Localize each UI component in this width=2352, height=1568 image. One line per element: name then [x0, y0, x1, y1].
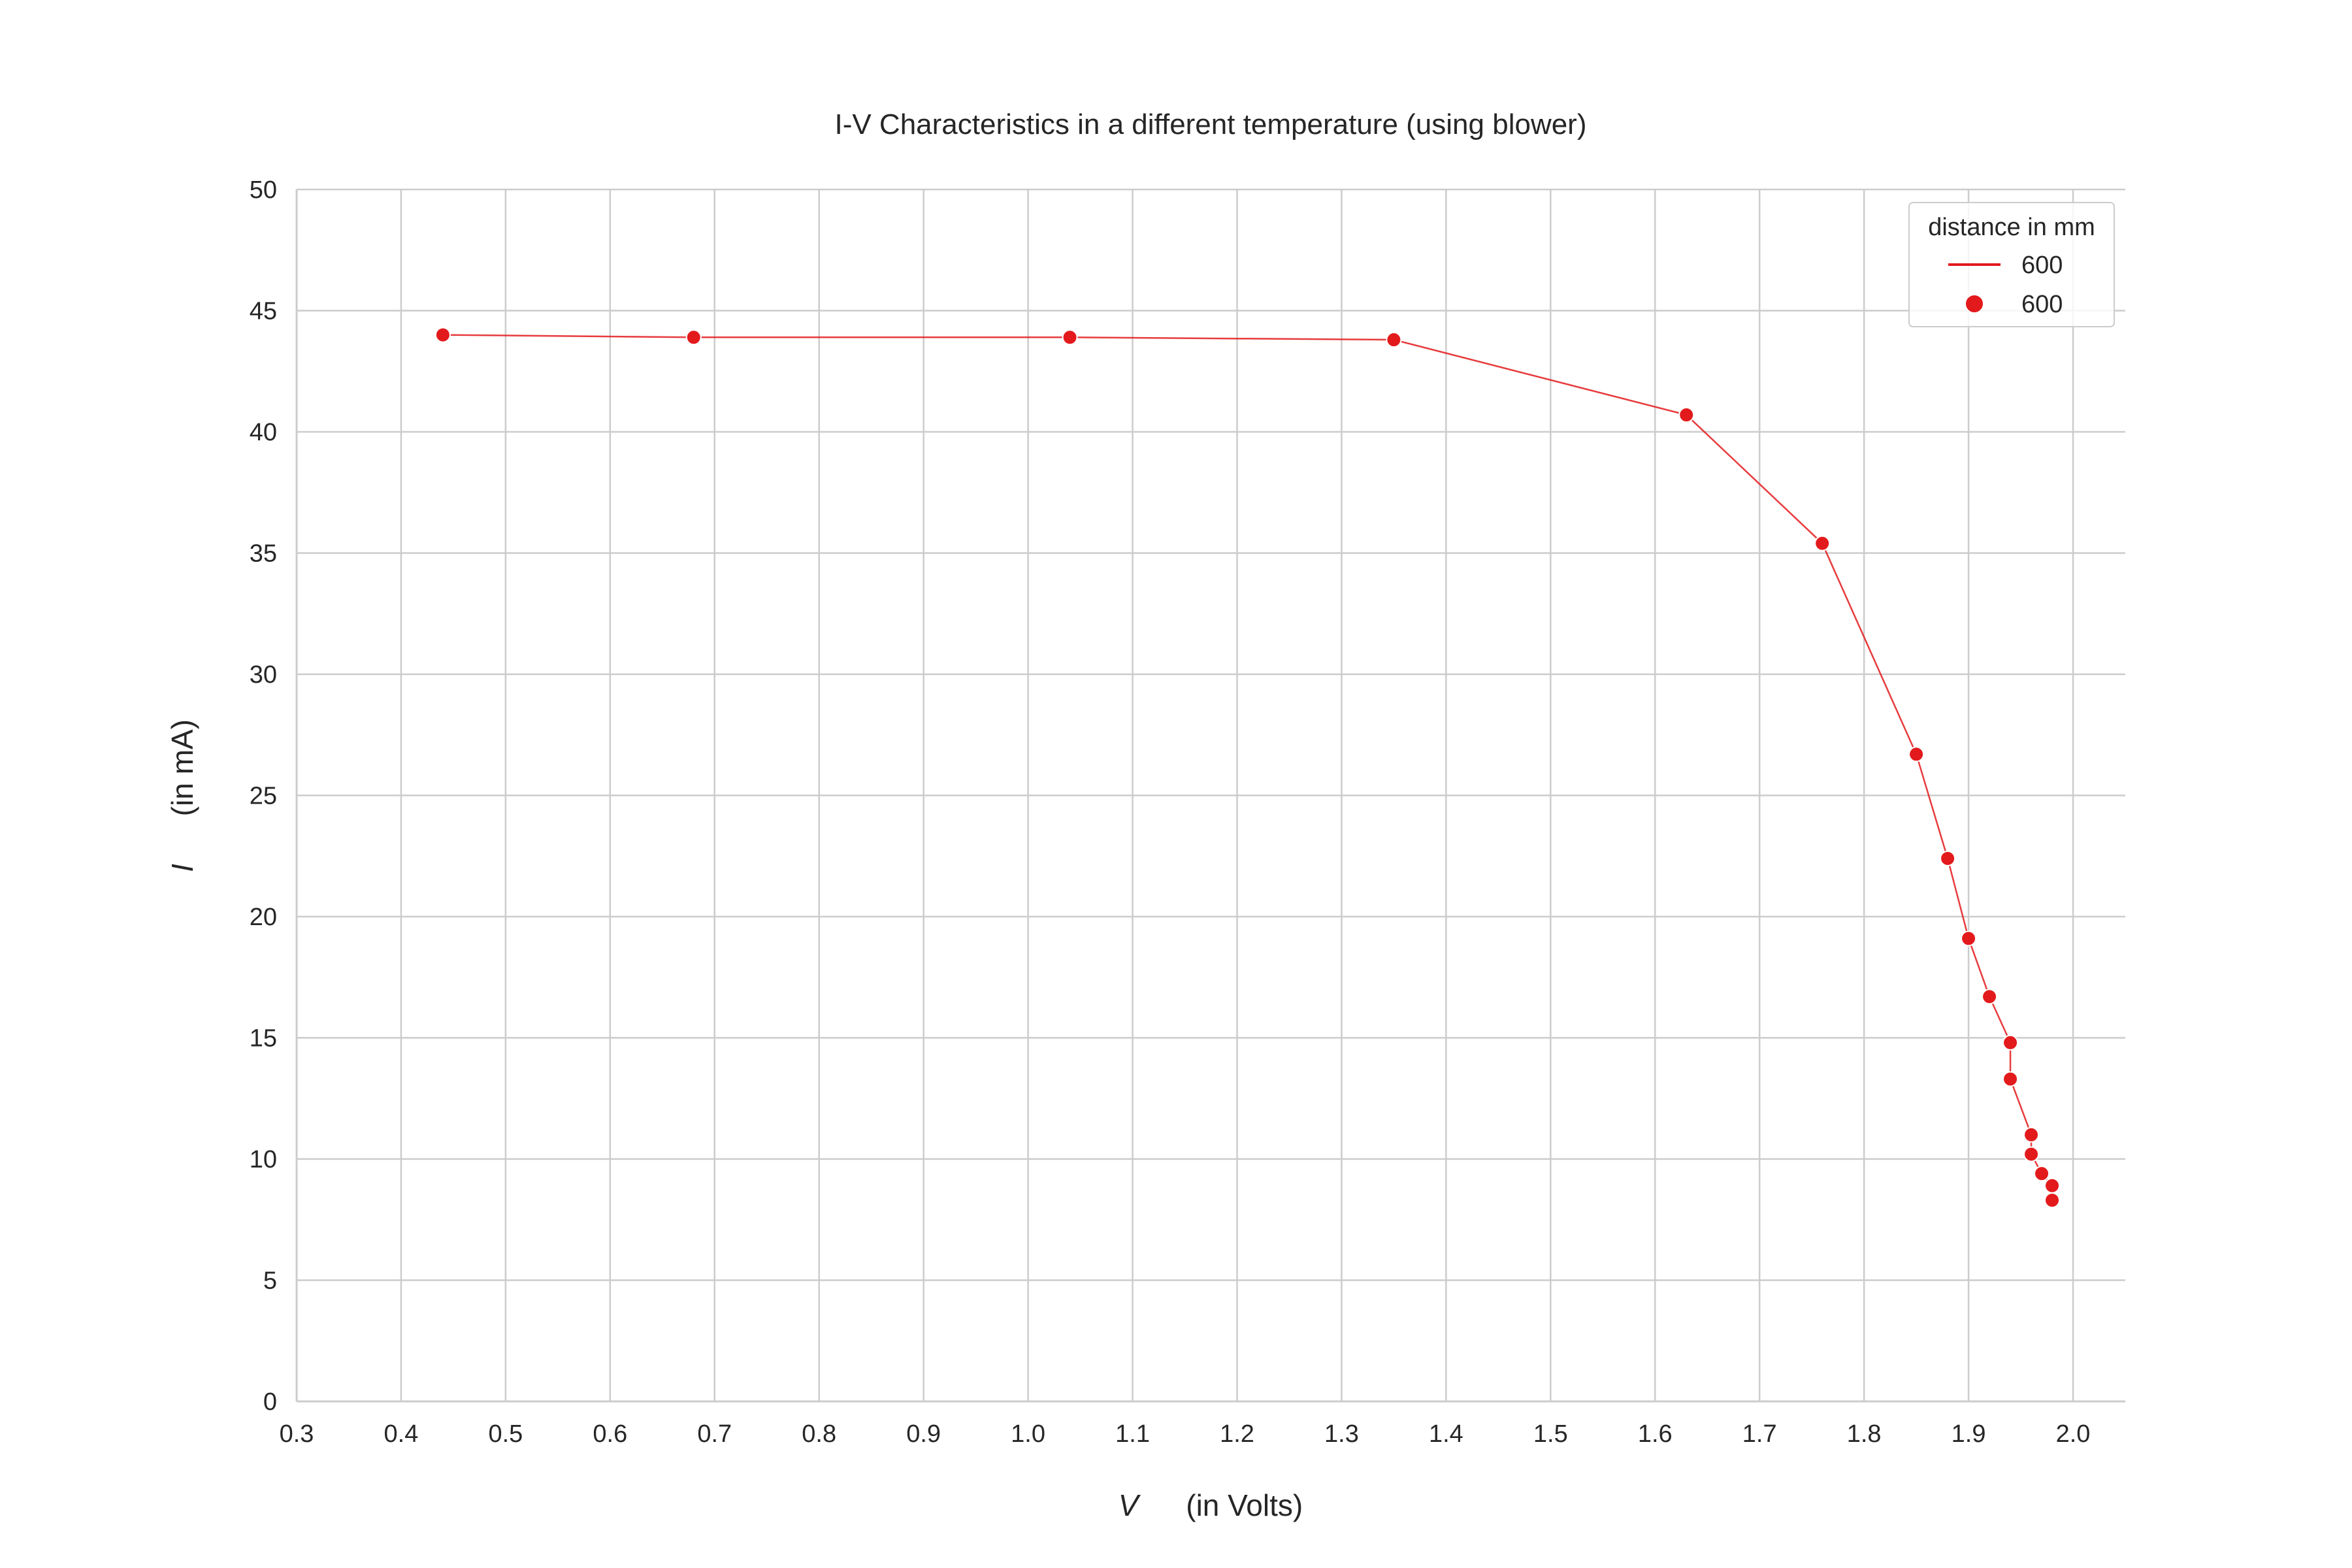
data-point	[1908, 746, 1925, 762]
data-point	[2002, 1034, 2019, 1051]
x-tick-label: 0.5	[488, 1420, 523, 1448]
legend-label: 600	[2021, 291, 2063, 318]
y-tick-label: 30	[250, 661, 277, 689]
y-tick-label: 50	[250, 176, 277, 204]
x-axis-label: V (in Volts)	[1119, 1488, 1303, 1522]
data-point	[1940, 850, 1956, 866]
chart-title: I-V Characteristics in a different tempe…	[834, 108, 1586, 140]
x-tick-label: 1.7	[1742, 1420, 1777, 1448]
y-tick-label: 20	[250, 904, 277, 931]
data-point	[1961, 930, 1977, 947]
y-tick-label: 0	[263, 1388, 277, 1416]
y-tick-label: 5	[263, 1267, 277, 1295]
x-tick-label: 1.4	[1429, 1420, 1463, 1448]
y-tick-label: 25	[250, 783, 277, 810]
x-tick-label: 0.4	[384, 1420, 419, 1448]
y-tick-label: 15	[250, 1025, 277, 1053]
data-point	[2023, 1126, 2040, 1143]
x-tick-label: 2.0	[2056, 1420, 2091, 1448]
y-axis-label: I (in mA)	[165, 719, 199, 872]
x-tick-labels: 0.3 0.4 0.5 0.6 0.7 0.8 0.9 1.0 1.1 1.2 1.3 1.4 1.5 1…	[280, 1420, 2091, 1448]
grid-lines	[295, 188, 2125, 1403]
data-point	[1386, 332, 1402, 348]
data-point	[2044, 1192, 2061, 1209]
x-tick-label: 1.9	[1952, 1420, 1986, 1448]
series-600	[434, 327, 2061, 1209]
x-tick-label: 1.8	[1847, 1420, 1882, 1448]
x-axis-unit: (in Volts)	[1186, 1488, 1303, 1522]
x-tick-label: 0.3	[280, 1420, 314, 1448]
data-point	[2044, 1177, 2061, 1194]
plot-frame	[295, 189, 2125, 1403]
x-tick-label: 0.7	[697, 1420, 732, 1448]
x-tick-label: 1.0	[1011, 1420, 1045, 1448]
y-tick-label: 45	[250, 298, 277, 325]
legend-title: distance in mm	[1928, 214, 2095, 241]
data-point	[434, 327, 451, 343]
y-tick-label: 40	[250, 419, 277, 446]
x-tick-label: 1.6	[1638, 1420, 1673, 1448]
x-tick-label: 0.6	[593, 1420, 627, 1448]
legend-marker-swatch	[1965, 294, 1984, 314]
legend-label: 600	[2021, 252, 2063, 279]
data-point	[2002, 1071, 2019, 1087]
data-point	[2023, 1146, 2040, 1162]
y-tick-label: 35	[250, 540, 277, 568]
series-line	[442, 334, 2053, 1201]
y-axis-variable: I	[165, 864, 199, 872]
data-point	[2034, 1166, 2050, 1182]
data-point	[1062, 329, 1078, 346]
x-tick-label: 0.9	[906, 1420, 941, 1448]
y-axis-unit: (in mA)	[165, 719, 199, 816]
data-point	[1814, 535, 1831, 551]
x-tick-label: 1.5	[1533, 1420, 1568, 1448]
x-tick-label: 1.2	[1220, 1420, 1254, 1448]
y-tick-label: 10	[250, 1146, 277, 1173]
x-tick-label: 0.8	[802, 1420, 836, 1448]
legend-box	[1908, 202, 2115, 327]
x-tick-label: 1.3	[1324, 1420, 1359, 1448]
x-axis-variable: V	[1119, 1488, 1141, 1522]
data-point	[1678, 407, 1695, 423]
x-tick-label: 1.1	[1115, 1420, 1150, 1448]
y-tick-labels: 0 5 10 15 20 25 30 35 40 45 50	[250, 176, 277, 1416]
data-point	[685, 329, 702, 346]
data-point	[1982, 988, 1998, 1005]
